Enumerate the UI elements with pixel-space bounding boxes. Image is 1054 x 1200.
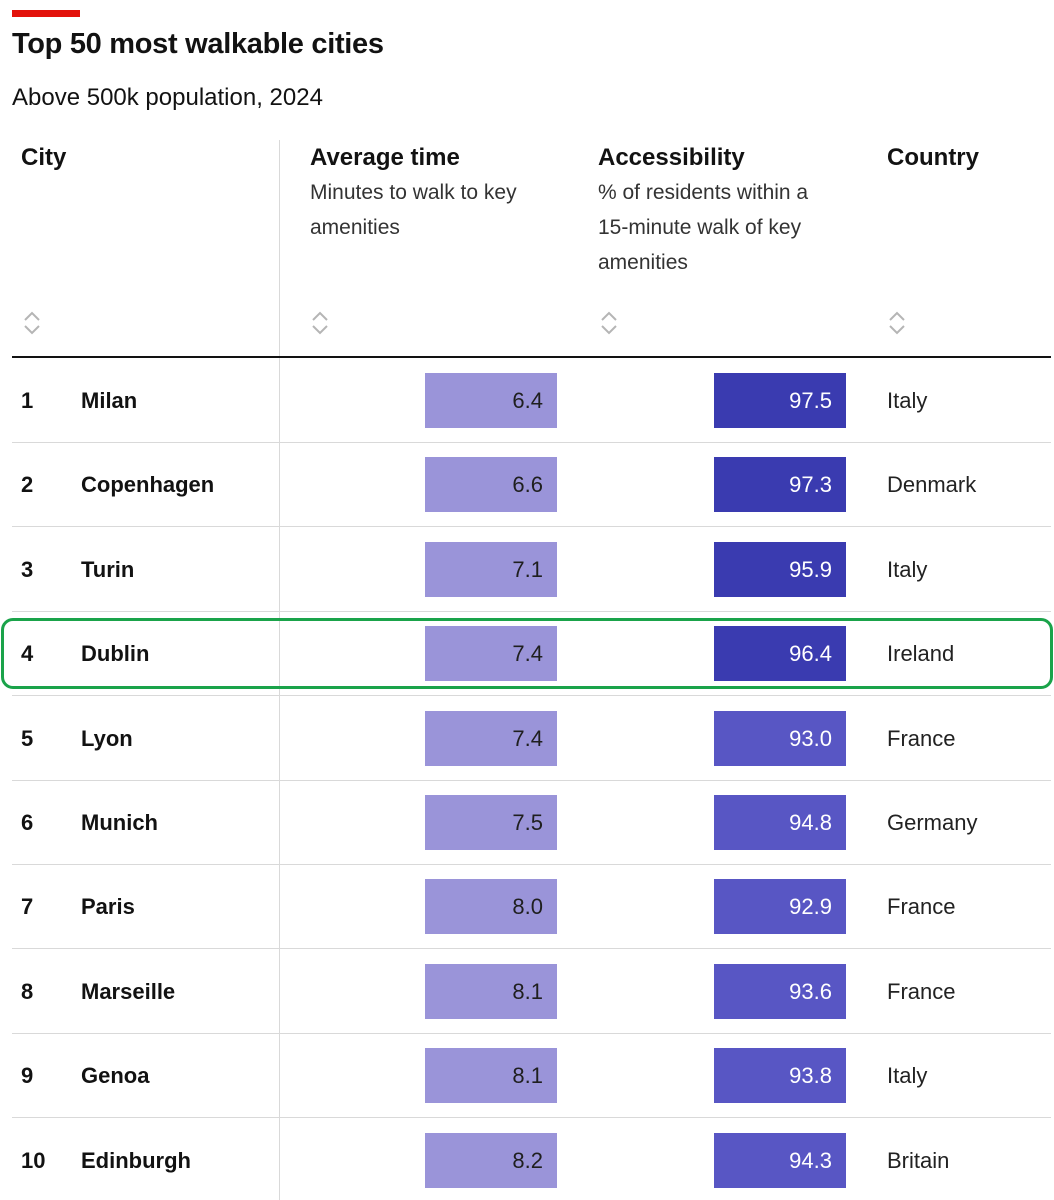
row-divider: [12, 695, 1051, 697]
average-time-cell: 7.5: [425, 795, 557, 850]
country-cell: France: [887, 894, 956, 920]
accessibility-cell: 93.6: [714, 963, 846, 1019]
country-cell: Germany: [887, 810, 978, 835]
chart-subtitle: Above 500k population, 2024: [12, 84, 323, 111]
average-time-cell: 8.2: [425, 1132, 557, 1188]
rank-cell: 7: [21, 894, 34, 920]
sort-icon[interactable]: [22, 308, 42, 338]
city-cell: Milan: [81, 388, 138, 413]
country-cell: Denmark: [887, 472, 977, 498]
city-cell: Lyon: [81, 725, 133, 751]
average-time-cell: 8.1: [425, 1048, 557, 1104]
rank-cell: 1: [21, 388, 34, 413]
accessibility-cell: 95.9: [714, 541, 846, 597]
average-time-cell: 8.0: [425, 879, 557, 935]
table-row: 2 Copenhagen 6.6 97.3 Denmark: [12, 442, 1051, 528]
average-time-cell: 7.4: [425, 626, 557, 682]
column-header-city-label: City: [21, 144, 67, 171]
row-divider: [12, 442, 1051, 443]
accessibility-cell: 93.0: [714, 710, 846, 766]
row-divider: [12, 1117, 1051, 1119]
rank-cell: 8: [21, 978, 34, 1004]
accessibility-cell: 93.8: [714, 1048, 846, 1104]
rank-cell: 5: [21, 725, 34, 751]
city-cell: Munich: [81, 810, 158, 835]
row-divider: [12, 779, 1051, 781]
row-divider: [12, 526, 1051, 528]
column-header-country-label: Country: [887, 144, 979, 171]
column-header-accessibility-desc-line: 15-minute walk of key: [598, 216, 802, 239]
table-row: 6 Munich 7.5 94.8 Germany: [12, 780, 1051, 865]
rank-cell: 10: [21, 1147, 46, 1173]
country-cell: Britain: [887, 1147, 950, 1173]
column-header-accessibility[interactable]: Accessibility % of residents within a 15…: [598, 143, 808, 280]
row-divider: [12, 610, 1051, 612]
accessibility-cell: 97.3: [714, 457, 846, 513]
average-time-cell: 7.4: [425, 710, 557, 766]
table-row: 1 Milan 6.4 97.5 Italy: [12, 358, 1051, 443]
chart-title: Top 50 most walkable cities: [12, 28, 384, 60]
country-cell: Italy: [887, 556, 928, 582]
column-header-accessibility-label: Accessibility: [598, 144, 745, 171]
accessibility-cell: 92.9: [714, 879, 846, 935]
column-header-time[interactable]: Average time Minutes to walk to key amen…: [310, 143, 517, 245]
country-cell: Ireland: [887, 641, 955, 667]
column-header-time-label: Average time: [310, 144, 460, 171]
country-cell: France: [887, 978, 956, 1004]
column-header-accessibility-desc-line: amenities: [598, 251, 688, 274]
row-divider: [12, 1032, 1051, 1034]
country-cell: Italy: [887, 1063, 928, 1089]
table-row: 7 Paris 8.0 92.9 France: [12, 864, 1051, 950]
column-header-time-desc-line: Minutes to walk to key: [310, 181, 517, 204]
accent-bar: [12, 10, 80, 17]
average-time-cell: 8.1: [425, 963, 557, 1019]
column-header-time-desc: Minutes to walk to key amenities: [310, 175, 517, 245]
sort-icon[interactable]: [310, 308, 330, 338]
column-header-accessibility-desc-line: % of residents within a: [598, 181, 809, 204]
column-divider: [279, 140, 280, 1200]
row-divider: [12, 864, 1051, 865]
country-cell: Italy: [887, 388, 928, 413]
accessibility-cell: 94.3: [714, 1132, 846, 1188]
city-cell: Genoa: [81, 1063, 150, 1089]
table-row: 3 Turin 7.1 95.9 Italy: [12, 527, 1051, 612]
country-cell: France: [887, 725, 956, 751]
city-cell: Turin: [81, 556, 135, 582]
accessibility-cell: 94.8: [714, 795, 846, 850]
city-cell: Edinburgh: [81, 1147, 191, 1173]
rank-cell: 2: [21, 472, 34, 498]
table-row: 8 Marseille 8.1 93.6 France: [12, 949, 1051, 1034]
rank-cell: 6: [21, 810, 34, 835]
header-rule: [12, 356, 1051, 358]
table-row: 10 Edinburgh 8.2 94.3 Britain: [12, 1118, 1051, 1200]
table-row: 4 Dublin 7.4 96.4 Ireland: [12, 611, 1051, 697]
accessibility-cell: 96.4: [714, 626, 846, 682]
column-header-time-desc-line: amenities: [310, 216, 400, 239]
sort-icon[interactable]: [887, 308, 907, 338]
sort-icon[interactable]: [599, 308, 619, 338]
city-cell: Marseille: [81, 978, 176, 1004]
table-row: 9 Genoa 8.1 93.8 Italy: [12, 1033, 1051, 1119]
accessibility-cell: 97.5: [714, 373, 846, 428]
column-header-accessibility-desc: % of residents within a 15-minute walk o…: [598, 175, 808, 280]
average-time-cell: 7.1: [425, 541, 557, 597]
city-cell: Dublin: [81, 641, 150, 667]
table-row: 5 Lyon 7.4 93.0 France: [12, 696, 1051, 781]
city-cell: Copenhagen: [81, 472, 215, 498]
rank-cell: 9: [21, 1063, 34, 1089]
rank-cell: 4: [21, 641, 34, 667]
average-time-cell: 6.4: [425, 373, 557, 428]
row-divider: [12, 948, 1051, 950]
rank-cell: 3: [21, 556, 34, 582]
average-time-cell: 6.6: [425, 457, 557, 513]
column-header-city[interactable]: City: [21, 143, 66, 173]
column-header-country[interactable]: Country: [887, 143, 979, 173]
city-cell: Paris: [81, 894, 135, 920]
